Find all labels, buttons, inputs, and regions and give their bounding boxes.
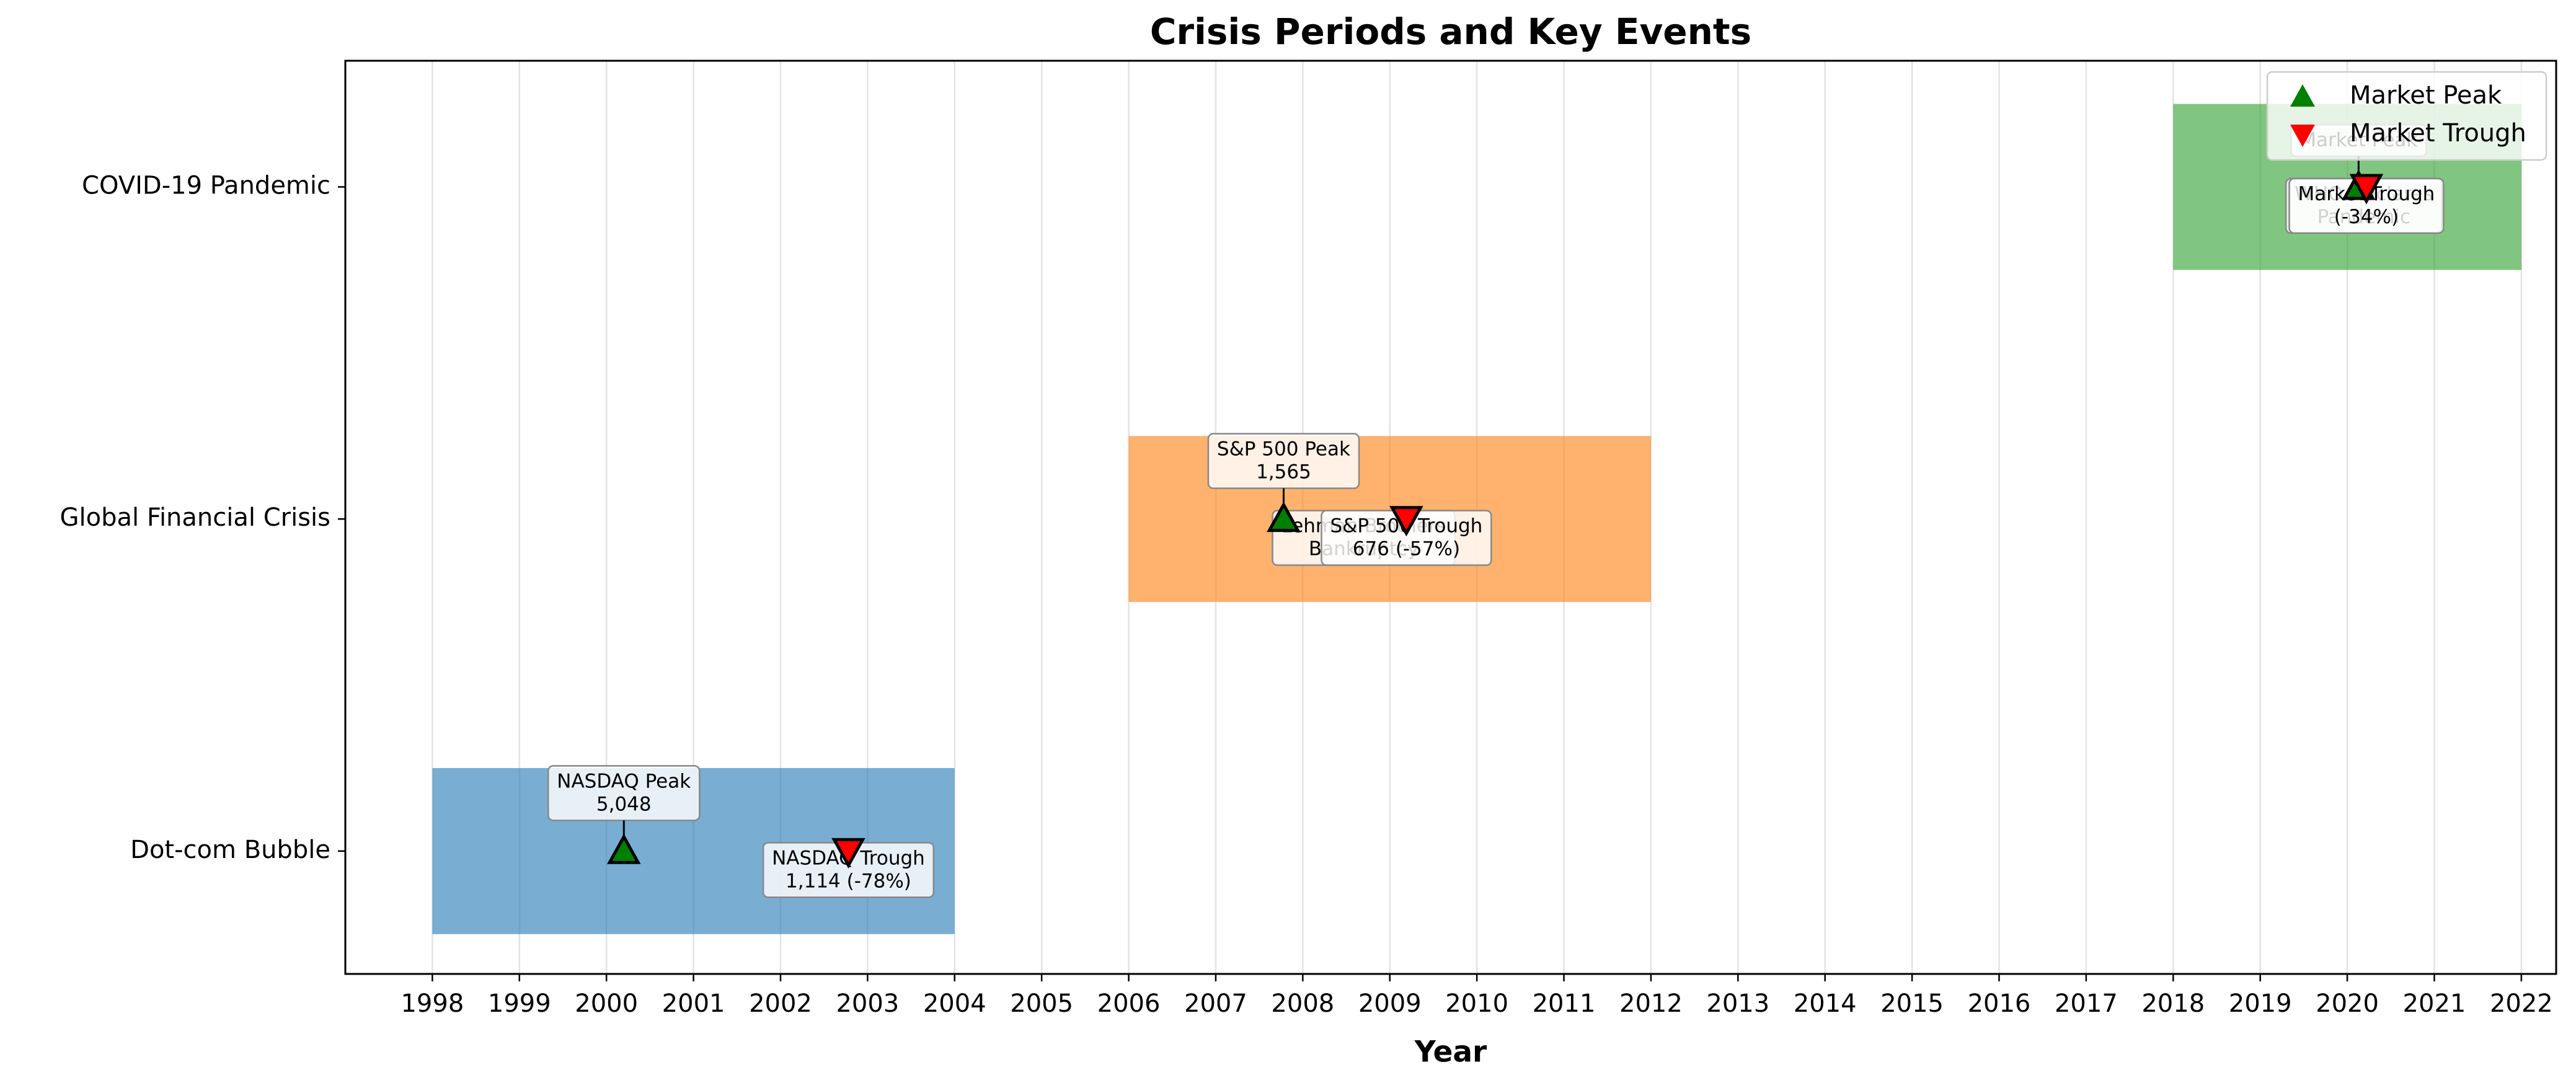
annotation-text: 676 (-57%) <box>1353 538 1460 560</box>
event-marker <box>1389 506 1423 537</box>
x-tick-label: 2005 <box>1010 989 1073 1018</box>
event-marker <box>831 838 865 869</box>
legend-label: Market Trough <box>2350 119 2526 148</box>
x-tick-label: 2008 <box>1271 989 1334 1018</box>
x-tick-label: 2002 <box>749 989 812 1018</box>
x-tick-label: 2006 <box>1097 989 1161 1018</box>
y-tick-label: Global Financial Crisis <box>60 503 330 532</box>
x-tick-label: 2004 <box>923 989 986 1018</box>
x-tick-label: 2000 <box>575 989 638 1018</box>
x-tick-label: 2010 <box>1445 989 1508 1018</box>
annotation-text: NASDAQ Peak <box>557 770 691 792</box>
x-tick-label: 2001 <box>662 989 725 1018</box>
annotation-text: 1,565 <box>1256 461 1311 484</box>
legend-marker <box>2290 125 2315 147</box>
x-tick-label: 2011 <box>1533 989 1596 1018</box>
annotation-text: 5,048 <box>596 793 652 815</box>
y-tick-label: Dot-com Bubble <box>130 836 330 864</box>
x-tick-label: 2012 <box>1619 989 1683 1018</box>
x-tick-label: 2003 <box>836 989 899 1018</box>
x-tick-label: 2019 <box>2229 989 2292 1018</box>
event-marker <box>607 833 641 864</box>
x-tick-label: 2007 <box>1184 989 1247 1018</box>
y-tick-label: COVID-19 Pandemic <box>82 172 330 200</box>
x-tick-label: 2022 <box>2490 989 2553 1018</box>
event-marker <box>1267 502 1301 533</box>
x-tick-label: 2020 <box>2316 989 2379 1018</box>
x-tick-label: 2014 <box>1794 989 1857 1018</box>
x-tick-label: 1999 <box>488 989 551 1018</box>
x-tick-label: 2017 <box>2055 989 2118 1018</box>
x-tick-label: 2016 <box>1968 989 2031 1018</box>
x-tick-label: 1998 <box>401 989 464 1018</box>
annotation-text: S&P 500 Peak <box>1217 438 1350 461</box>
chart-title: Crisis Periods and Key Events <box>1150 11 1751 53</box>
x-axis-label: Year <box>1414 1035 1487 1069</box>
legend-marker <box>2290 84 2315 107</box>
legend-box <box>2266 71 2547 161</box>
x-tick-label: 2015 <box>1880 989 1944 1018</box>
x-tick-label: 2021 <box>2403 989 2466 1018</box>
event-marker <box>2349 174 2384 205</box>
x-tick-label: 2013 <box>1706 989 1769 1018</box>
x-tick-label: 2018 <box>2141 989 2205 1018</box>
annotation-text: (-34%) <box>2334 206 2399 228</box>
plot-frame <box>344 60 2557 975</box>
legend-label: Market Peak <box>2350 81 2502 110</box>
annotation-text: 1,114 (-78%) <box>786 870 911 892</box>
x-tick-label: 2009 <box>1358 989 1422 1018</box>
